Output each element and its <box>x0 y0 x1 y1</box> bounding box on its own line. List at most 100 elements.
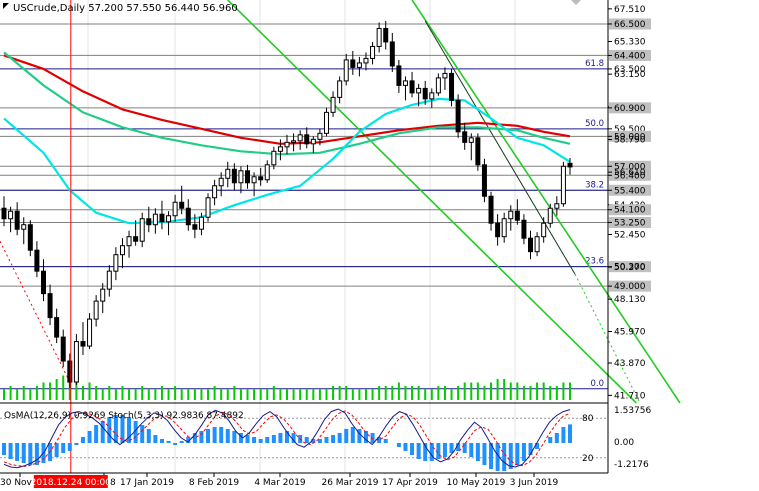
candle-body <box>376 27 382 47</box>
candle-body <box>304 134 310 145</box>
candle-body <box>251 176 257 184</box>
price-axis-label: 55.400 <box>614 186 646 196</box>
trend-line-projection <box>574 273 641 404</box>
candle-body <box>449 72 455 101</box>
time-axis-labels: 30 Nov 18 17 Jan 2019 8 Feb 2019 4 Mar 2019 2… <box>0 473 558 488</box>
osma-bar <box>568 424 572 443</box>
osma-bar <box>159 439 164 443</box>
osma-bar <box>515 443 520 465</box>
osma-bar <box>8 443 13 459</box>
indicator-axis-label: 0.00 <box>614 438 634 448</box>
price-axis-label: 43.870 <box>614 359 646 369</box>
osma-bar <box>21 443 26 463</box>
osma-bar <box>34 443 39 465</box>
date-label: 10 May 2019 <box>447 478 506 488</box>
osma-bar <box>363 431 368 443</box>
indicator-axis-labels: 1.53756 0.00 -1.2176 80 20 <box>582 406 651 470</box>
price-label-bg <box>609 169 651 181</box>
osma-bar <box>107 417 112 443</box>
candle-body <box>113 254 119 272</box>
osma-bar <box>449 443 454 453</box>
osma-bar <box>521 443 526 461</box>
osma-bar <box>120 415 125 443</box>
date-label: 18 <box>104 478 116 488</box>
osma-bar <box>396 443 401 447</box>
indicator-axis-label: 1.53756 <box>614 406 651 416</box>
osma-bar <box>212 427 217 443</box>
price-label-bg <box>609 18 651 30</box>
candle-body <box>402 80 408 86</box>
candle-body <box>192 224 198 230</box>
price-axis-label: 56.610 <box>614 168 646 178</box>
price-axis-label: 50.270 <box>614 263 646 273</box>
osma-bar <box>100 421 105 443</box>
osma-bar <box>199 431 204 443</box>
candle-body <box>245 170 251 184</box>
channel-upper-line <box>227 0 637 404</box>
candle-body <box>560 165 566 205</box>
price-label-bg <box>609 280 651 292</box>
candle-body <box>93 300 99 320</box>
candle-body <box>284 141 290 148</box>
date-label: 17 Apr 2019 <box>382 478 438 488</box>
stoch-main-line <box>3 408 571 469</box>
fibonacci-levels: 61.8 50.0 38.2 23.6 0.0 <box>0 59 608 390</box>
candle-body <box>416 87 422 94</box>
osma-bar <box>192 433 197 443</box>
osma-bar <box>238 433 243 443</box>
stoch-level-label: 80 <box>582 414 594 424</box>
osma-bar <box>482 443 487 465</box>
candle-body <box>370 45 376 59</box>
osma-bar <box>146 429 151 443</box>
osma-bar <box>80 437 85 443</box>
candle-body <box>179 201 185 209</box>
candle-body <box>383 27 389 43</box>
price-label-bg <box>609 261 651 273</box>
price-axis-label: 56.400 <box>614 171 646 181</box>
price-axis-label: 58.790 <box>614 135 646 145</box>
osma-bar <box>153 435 158 443</box>
date-label: 8 Feb 2019 <box>189 478 240 488</box>
osma-bar <box>528 443 533 455</box>
osma-bar <box>133 421 138 443</box>
price-axis-label: 48.130 <box>614 295 646 305</box>
chart-shift-icon[interactable] <box>571 0 581 5</box>
candle-body <box>225 168 231 179</box>
osma-bar <box>554 433 559 443</box>
osma-bar <box>265 437 270 443</box>
osma-bar <box>54 443 59 457</box>
trend-channels <box>0 0 681 404</box>
osma-bar <box>232 431 237 443</box>
candle-body <box>330 96 336 113</box>
candle-body <box>205 197 211 218</box>
osma-bar <box>508 443 513 469</box>
candle-body <box>455 99 461 133</box>
candle-body <box>547 207 553 224</box>
price-axis-label: 53.250 <box>614 218 646 228</box>
chart-menu-arrow-icon[interactable] <box>3 3 9 9</box>
osma-bar <box>410 443 415 455</box>
candle-body <box>356 62 362 68</box>
osma-bar <box>403 443 408 451</box>
fib-label: 23.6 <box>585 257 604 267</box>
osma-bar <box>15 443 20 461</box>
trend-line <box>424 20 576 275</box>
osma-bar <box>331 435 336 443</box>
candle-body <box>34 249 40 272</box>
osma-bar <box>87 431 92 443</box>
candle-body <box>337 80 343 98</box>
osma-bar <box>442 443 447 457</box>
price-axis-label: 52.450 <box>614 230 646 240</box>
sma-mid-line <box>3 51 571 156</box>
candle-body <box>567 162 573 168</box>
osma-bar <box>2 443 6 455</box>
candle-body <box>133 236 139 242</box>
candle-body <box>212 185 218 199</box>
stoch-level-label: 20 <box>582 454 594 464</box>
fib-label: 0.0 <box>590 379 604 389</box>
candle-body <box>514 210 520 221</box>
fib-label: 61.8 <box>585 59 604 69</box>
candle-body <box>481 164 487 197</box>
